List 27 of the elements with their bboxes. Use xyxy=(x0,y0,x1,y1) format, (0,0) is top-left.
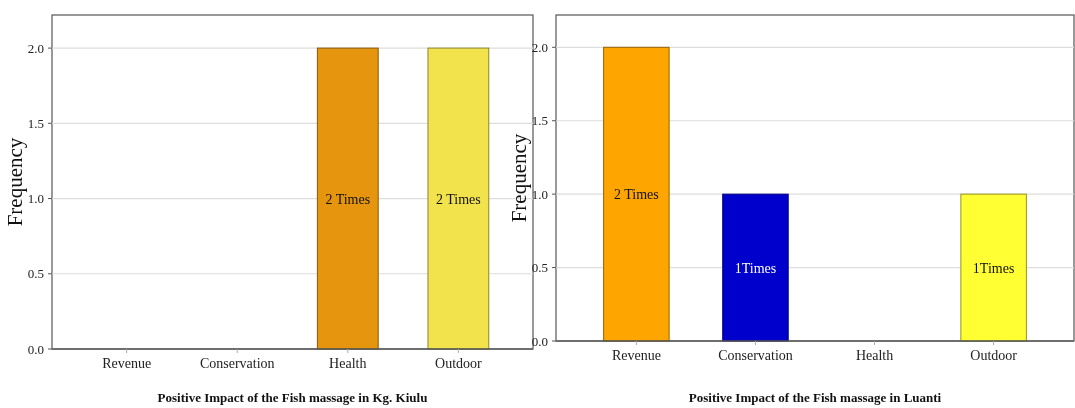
y-tick-label: 1.5 xyxy=(531,113,548,129)
x-tick-label: Health xyxy=(329,356,367,371)
data-label: 2 Times xyxy=(325,191,371,207)
y-axis-title: Frequency xyxy=(3,137,27,227)
y-tick-label: 1.0 xyxy=(531,186,548,202)
y-tick-label: 0.0 xyxy=(531,333,548,349)
y-axis-title: Frequency xyxy=(507,133,531,223)
y-tick-label: 0.0 xyxy=(27,341,44,357)
y-tick-label: 2.0 xyxy=(531,39,548,55)
data-label: 1Times xyxy=(734,260,777,276)
data-label: 1Times xyxy=(972,260,1015,276)
y-tick-label: 1.5 xyxy=(27,115,44,131)
x-tick-label: Outdoor xyxy=(435,356,483,371)
x-axis-title: Positive Impact of the Fish massage in Luanti xyxy=(688,390,942,405)
x-tick-label: Revenue xyxy=(611,348,661,363)
x-tick-label: Conservation xyxy=(718,348,793,363)
y-tick-label: 0.5 xyxy=(27,266,44,282)
x-tick-label: Outdoor xyxy=(970,348,1018,363)
x-tick-label: Revenue xyxy=(102,356,152,371)
data-label: 2 Times xyxy=(435,191,481,207)
y-tick-label: 0.5 xyxy=(531,260,548,276)
data-label: 2 Times xyxy=(614,187,659,203)
y-tick-label: 2.0 xyxy=(27,40,44,56)
x-tick-label: Conservation xyxy=(199,356,275,371)
y-tick-label: 1.0 xyxy=(27,191,44,207)
x-tick-label: Health xyxy=(855,348,894,363)
x-axis-title: Positive Impact of the Fish massage in Kg. Kiulu xyxy=(157,390,428,405)
